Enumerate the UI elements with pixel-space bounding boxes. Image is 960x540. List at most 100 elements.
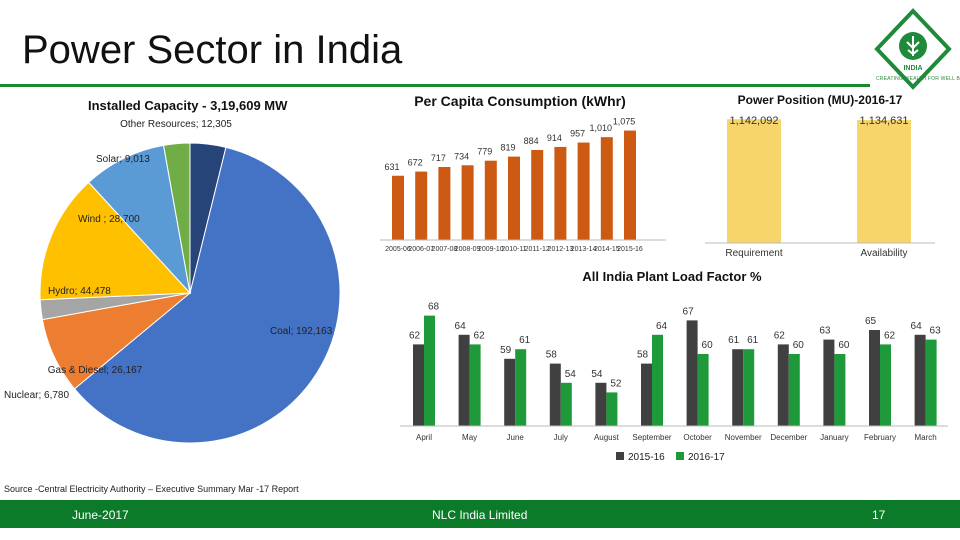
plf-legend: 2015-16 2016-17 <box>616 452 725 463</box>
percapita-bar-2006-07 <box>415 171 428 240</box>
title-divider <box>0 84 870 87</box>
plf-value-label: 52 <box>610 378 622 389</box>
plf-title: All India Plant Load Factor % <box>582 269 762 284</box>
plf-bar-2016-17-january <box>834 354 846 426</box>
plf-bar-2015-16-july <box>549 363 561 426</box>
percapita-tick-label: 2013-14 <box>571 246 597 253</box>
percapita-tick-label: 2011-12 <box>525 246 550 253</box>
plf-value-label: 58 <box>637 350 649 361</box>
plf-tick-label: April <box>416 433 432 442</box>
pie-slices <box>39 142 341 444</box>
plf-value-label: 62 <box>884 330 896 341</box>
power-tick-label: Availability <box>860 248 907 259</box>
pie-title: Installed Capacity - 3,19,609 MW <box>88 98 288 113</box>
pie-label-wind: Wind ; 28,700 <box>78 214 140 225</box>
nlc-logo: INDIA <box>874 8 952 90</box>
power-position-bars: 1,142,092 Requirement 1,134,631 Availabilit… <box>725 115 911 259</box>
plf-bar-2015-16-september <box>641 363 652 426</box>
percapita-tick-label: 2009-10 <box>478 246 504 253</box>
plf-value-label: 65 <box>865 316 877 327</box>
plf-value-label: 67 <box>683 306 695 317</box>
plf-bar-2016-17-december <box>788 354 800 426</box>
percapita-value-label: 1,010 <box>590 123 613 133</box>
plf-tick-label: August <box>594 433 620 442</box>
footer-date: June-2017 <box>72 508 129 522</box>
plf-value-label: 64 <box>656 321 668 332</box>
plf-value-label: 54 <box>565 369 577 380</box>
percapita-value-label: 884 <box>524 136 539 146</box>
percapita-value-label: 1,075 <box>613 117 636 127</box>
pie-label-solar: Solar; 9,013 <box>96 154 150 165</box>
plf-bar-2016-17-june <box>515 349 527 426</box>
percapita-bar-2008-09 <box>461 165 474 240</box>
plf-bar-2015-16-may <box>458 334 470 426</box>
plf-value-label: 60 <box>838 340 850 351</box>
percapita-bar-2010-11 <box>508 156 520 240</box>
plf-legend-label-2016-17: 2016-17 <box>688 452 725 463</box>
percapita-value-label: 914 <box>547 133 562 143</box>
percapita-tick-label: 2005-06 <box>385 246 411 253</box>
percapita-tick-label: 2007-08 <box>432 246 458 253</box>
plf-bar-2016-17-november <box>743 349 755 426</box>
percapita-bar-2007-08 <box>438 166 451 240</box>
logo-tagline: CREATING WEALTH FOR WELL BEING <box>876 76 960 82</box>
percapita-bar-2009-10 <box>484 160 497 240</box>
plf-bar-2016-17-april <box>424 315 435 426</box>
charts-canvas: Installed Capacity - 3,19,609 MW Coal; 1… <box>4 93 948 463</box>
percapita-bar-2014-15 <box>600 137 613 240</box>
pie-label-gas-diesel-text: Gas & Diesel; 26,167 <box>48 365 143 376</box>
plf-value-label: 62 <box>474 330 486 341</box>
pie-label-coal: Coal; 192,163 <box>270 326 333 337</box>
plf-value-label: 59 <box>500 345 512 356</box>
footer-bar: June-2017 NLC India Limited 17 <box>0 500 960 528</box>
plf-tick-label: November <box>725 433 762 442</box>
footer-company: NLC India Limited <box>432 508 528 522</box>
percapita-tick-label: 2014-15 <box>594 246 620 253</box>
power-position-title: Power Position (MU)-2016-17 <box>738 93 903 107</box>
pie-slice-solar <box>162 142 191 294</box>
plf-bar-2015-16-august <box>595 382 607 426</box>
percapita-bars: 631 2005-06 672 2006-07 717 2007-08 734 2008-09… <box>384 117 642 253</box>
plf-bar-2015-16-december <box>777 344 789 426</box>
plf-bar-2015-16-march <box>914 334 926 426</box>
power-value-label: 1,134,631 <box>860 115 909 127</box>
power-bar-availability <box>857 120 911 243</box>
pie-label-nuclear: Nuclear; 6,780 <box>4 390 69 401</box>
plf-tick-label: July <box>554 433 568 442</box>
percapita-tick-label: 2006-07 <box>408 246 434 253</box>
plf-value-label: 60 <box>702 340 714 351</box>
plf-bar-2016-17-may <box>469 344 481 426</box>
plf-bar-2015-16-april <box>413 344 424 426</box>
plf-value-label: 54 <box>591 369 603 380</box>
plf-tick-label: January <box>820 433 848 442</box>
plf-bar-2015-16-october <box>686 320 698 426</box>
plf-value-label: 68 <box>428 302 440 313</box>
source-note: Source -Central Electricity Authority – … <box>4 484 299 494</box>
power-value-label: 1,142,092 <box>730 115 779 127</box>
plf-bar-2015-16-june <box>504 358 516 426</box>
pie-slice-hydro <box>39 181 192 301</box>
percapita-tick-label: 2010-11 <box>501 246 526 253</box>
plf-bar-2015-16-november <box>732 349 744 426</box>
plf-bar-2015-16-february <box>869 330 880 426</box>
pie-label-gas-diesel: Gas & Diesel; 26,167 <box>48 365 143 376</box>
percapita-title: Per Capita Consumption (kWhr) <box>414 93 626 109</box>
plf-value-label: 61 <box>519 335 531 346</box>
plf-legend-swatch-2016-17 <box>676 452 684 460</box>
percapita-tick-label: 2015-16 <box>617 246 643 253</box>
plf-bar-2016-17-october <box>697 354 709 426</box>
logo-tree-icon <box>906 36 920 56</box>
plf-tick-label: March <box>914 433 936 442</box>
plf-value-label: 61 <box>747 335 759 346</box>
percapita-tick-label: 2008-09 <box>455 246 481 253</box>
pie-slice-coal <box>73 146 341 444</box>
plf-bar-2016-17-august <box>606 392 618 426</box>
plf-tick-label: June <box>507 433 525 442</box>
pie-slice-wind <box>87 144 191 295</box>
percapita-value-label: 734 <box>454 151 469 161</box>
plf-bar-2016-17-march <box>925 339 937 426</box>
percapita-tick-label: 2012-13 <box>548 246 574 253</box>
plf-tick-label: February <box>864 433 896 442</box>
plf-value-label: 63 <box>819 326 831 337</box>
plf-value-label: 58 <box>546 350 558 361</box>
